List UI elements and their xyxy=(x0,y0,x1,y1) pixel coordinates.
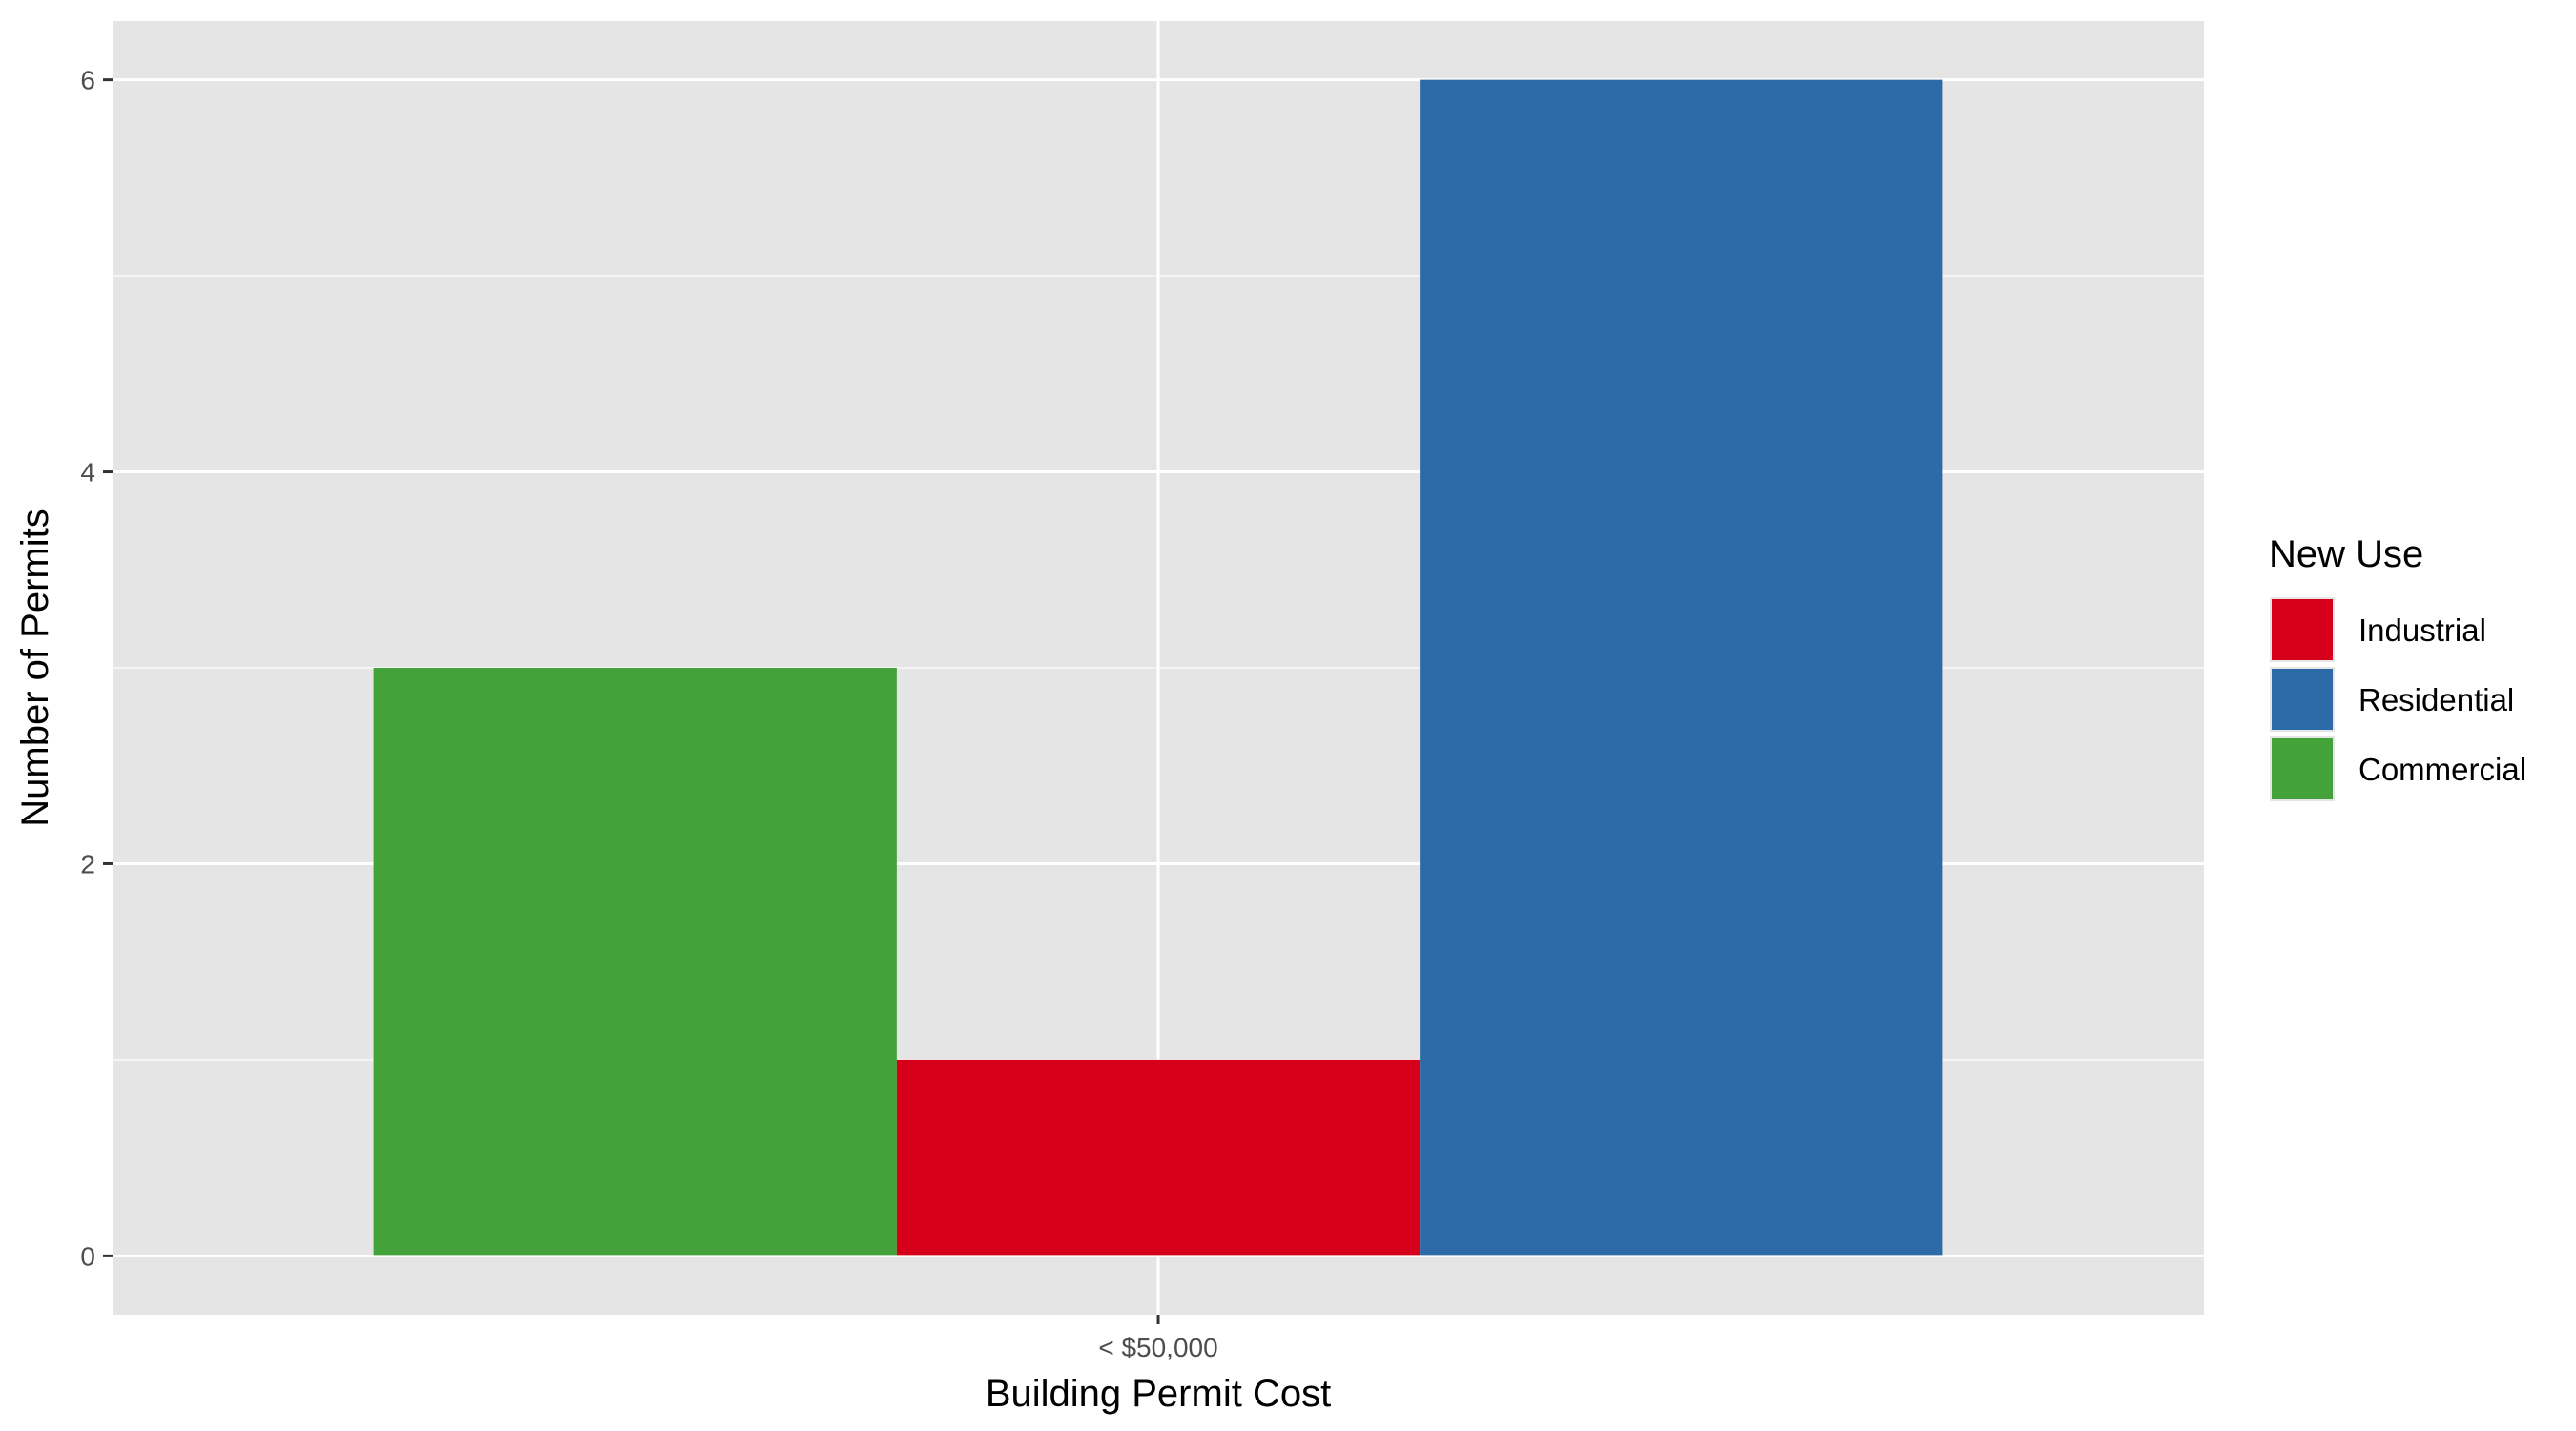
y-tick-label: 4 xyxy=(80,458,95,487)
x-tick-label: < $50,000 xyxy=(1098,1333,1217,1362)
y-tick-label: 0 xyxy=(80,1241,95,1271)
bars xyxy=(373,79,1943,1256)
legend-key-residential xyxy=(2272,669,2333,730)
legend-title: New Use xyxy=(2269,533,2423,575)
legend-label-industrial: Industrial xyxy=(2358,612,2486,648)
y-axis-title: Number of Permits xyxy=(14,508,56,826)
y-tick-label: 2 xyxy=(80,849,95,879)
bar-industrial xyxy=(896,1059,1421,1256)
legend-key-commercial xyxy=(2272,738,2333,799)
legend: New Use Industrial Residential Commercial xyxy=(2269,533,2526,801)
y-axis: 0 2 4 6 xyxy=(80,66,113,1271)
legend-label-residential: Residential xyxy=(2358,682,2514,717)
legend-key-industrial xyxy=(2272,599,2333,660)
bar-commercial xyxy=(373,668,897,1256)
x-axis: < $50,000 xyxy=(1098,1315,1218,1362)
legend-label-commercial: Commercial xyxy=(2358,752,2526,787)
y-tick-label: 6 xyxy=(80,66,95,95)
bar-residential xyxy=(1420,79,1943,1256)
x-axis-title: Building Permit Cost xyxy=(986,1373,1331,1415)
